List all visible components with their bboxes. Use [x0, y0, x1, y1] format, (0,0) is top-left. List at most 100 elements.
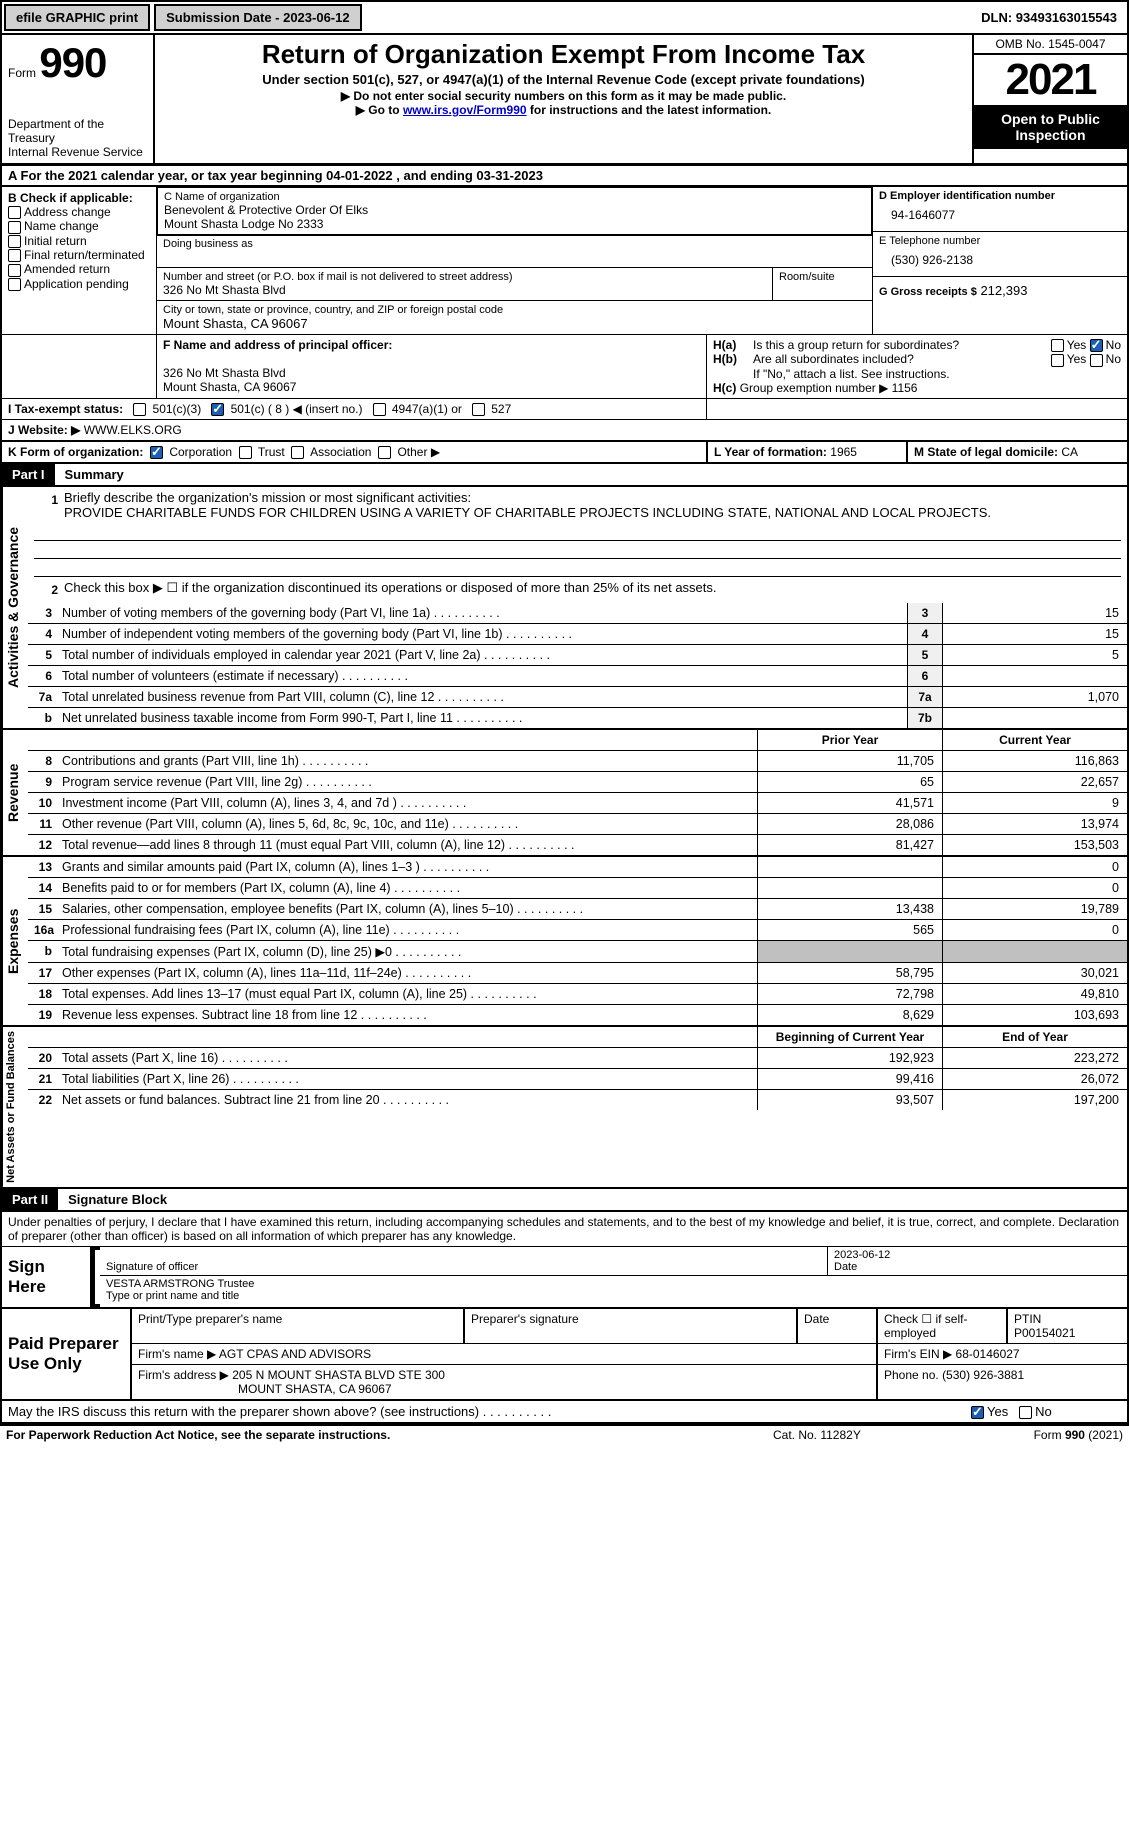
dept-irs: Internal Revenue Service	[8, 145, 147, 159]
mission-text: PROVIDE CHARITABLE FUNDS FOR CHILDREN US…	[64, 505, 1121, 520]
part2-header: Part II Signature Block	[0, 1189, 1129, 1212]
summary-line: 10 Investment income (Part VIII, column …	[28, 793, 1127, 814]
form-header: Form 990 Department of the Treasury Inte…	[0, 35, 1129, 165]
section-b-header: B Check if applicable:	[8, 191, 150, 205]
website-value: WWW.ELKS.ORG	[84, 423, 182, 437]
ptin-label: PTIN	[1014, 1312, 1121, 1326]
checkbox-ha-yes[interactable]	[1051, 339, 1064, 352]
print-name-label: Print/Type preparer's name	[132, 1309, 464, 1343]
dba-label: Doing business as	[163, 238, 866, 250]
irs-discuss-question: May the IRS discuss this return with the…	[8, 1404, 971, 1419]
col-begin-year: Beginning of Current Year	[757, 1027, 942, 1047]
summary-line: 21 Total liabilities (Part X, line 26) 9…	[28, 1069, 1127, 1090]
state-domicile: CA	[1061, 445, 1078, 459]
vert-label-net-assets: Net Assets or Fund Balances	[2, 1027, 28, 1187]
checkbox-4947[interactable]	[373, 403, 386, 416]
firm-ein: 68-0146027	[956, 1347, 1020, 1361]
form-number: 990	[39, 39, 106, 86]
street-address: 326 No Mt Shasta Blvd	[163, 283, 766, 297]
firm-addr2: MOUNT SHASTA, CA 96067	[138, 1382, 870, 1396]
city-state-zip: Mount Shasta, CA 96067	[163, 316, 866, 331]
checkbox-address-change[interactable]	[8, 206, 21, 219]
prep-sig-label: Preparer's signature	[464, 1309, 797, 1343]
mission-label: Briefly describe the organization's miss…	[64, 490, 1121, 505]
checkbox-501c3[interactable]	[133, 403, 146, 416]
summary-line: 11 Other revenue (Part VIII, column (A),…	[28, 814, 1127, 835]
perjury-statement: Under penalties of perjury, I declare th…	[0, 1212, 1129, 1247]
efile-print-button[interactable]: efile GRAPHIC print	[4, 4, 150, 31]
ein-label: D Employer identification number	[879, 190, 1121, 202]
checkbox-discuss-no[interactable]	[1019, 1406, 1032, 1419]
summary-line: 6 Total number of volunteers (estimate i…	[28, 666, 1127, 687]
vert-label-activities: Activities & Governance	[2, 487, 28, 728]
check-self-employed: Check ☐ if self-employed	[877, 1309, 1007, 1343]
summary-line: 3 Number of voting members of the govern…	[28, 603, 1127, 624]
ein-value: 94-1646077	[879, 202, 1121, 228]
website-row: J Website: ▶ WWW.ELKS.ORG	[0, 420, 1129, 442]
org-name-2: Mount Shasta Lodge No 2333	[164, 217, 865, 231]
checkbox-application-pending[interactable]	[8, 278, 21, 291]
sign-here-label: Sign Here	[2, 1247, 92, 1307]
summary-line: 14 Benefits paid to or for members (Part…	[28, 878, 1127, 899]
year-formation: 1965	[830, 445, 857, 459]
summary-line: 4 Number of independent voting members o…	[28, 624, 1127, 645]
checkbox-name-change[interactable]	[8, 221, 21, 234]
checkbox-trust[interactable]	[239, 446, 252, 459]
sig-officer-label: Signature of officer	[106, 1261, 821, 1273]
summary-line: 12 Total revenue—add lines 8 through 11 …	[28, 835, 1127, 855]
summary-line: 22 Net assets or fund balances. Subtract…	[28, 1090, 1127, 1110]
hc-label: Group exemption number ▶	[740, 381, 889, 395]
summary-line: 5 Total number of individuals employed i…	[28, 645, 1127, 666]
sig-date: 2023-06-12	[834, 1249, 1121, 1261]
entity-block: B Check if applicable: Address change Na…	[0, 187, 1129, 335]
gross-receipts-value: 212,393	[980, 283, 1027, 298]
vert-label-revenue: Revenue	[2, 730, 28, 855]
checkbox-amended[interactable]	[8, 264, 21, 277]
col-current-year: Current Year	[942, 730, 1127, 750]
officer-addr1: 326 No Mt Shasta Blvd	[163, 366, 700, 380]
checkbox-initial-return[interactable]	[8, 235, 21, 248]
checkbox-527[interactable]	[472, 403, 485, 416]
open-to-public: Open to Public Inspection	[974, 105, 1127, 149]
firm-phone: (530) 926-3881	[942, 1368, 1024, 1382]
line2-text: Check this box ▶ ☐ if the organization d…	[64, 580, 1121, 600]
name-title-label: Type or print name and title	[106, 1290, 1121, 1302]
checkbox-ha-no[interactable]	[1090, 339, 1103, 352]
checkbox-final-return[interactable]	[8, 249, 21, 262]
section-f-label: F Name and address of principal officer:	[163, 338, 700, 352]
section-a-tax-year: A For the 2021 calendar year, or tax yea…	[0, 165, 1129, 187]
col-end-year: End of Year	[942, 1027, 1127, 1047]
city-label: City or town, state or province, country…	[163, 304, 866, 316]
checkbox-corporation[interactable]	[150, 446, 163, 459]
checkbox-hb-yes[interactable]	[1051, 354, 1064, 367]
checkbox-discuss-yes[interactable]	[971, 1406, 984, 1419]
submission-date-label: Submission Date - 2023-06-12	[154, 4, 362, 31]
ha-question: Is this a group return for subordinates?	[753, 338, 1051, 352]
irs-link[interactable]: www.irs.gov/Form990	[403, 103, 527, 117]
checkbox-501c[interactable]	[211, 403, 224, 416]
date-label: Date	[797, 1309, 877, 1343]
hb-note: If "No," attach a list. See instructions…	[713, 367, 1121, 381]
principal-officer-row: F Name and address of principal officer:…	[0, 335, 1129, 399]
phone-value: (530) 926-2138	[879, 247, 1121, 273]
room-label: Room/suite	[779, 271, 866, 283]
checkbox-hb-no[interactable]	[1090, 354, 1103, 367]
officer-name: VESTA ARMSTRONG Trustee	[106, 1278, 1121, 1290]
summary-line: 8 Contributions and grants (Part VIII, l…	[28, 751, 1127, 772]
summary-line: 20 Total assets (Part X, line 16) 192,92…	[28, 1048, 1127, 1069]
omb-number: OMB No. 1545-0047	[974, 35, 1127, 55]
form-note1: ▶ Do not enter social security numbers o…	[159, 89, 968, 103]
form-note2: ▶ Go to www.irs.gov/Form990 for instruct…	[159, 103, 968, 117]
form-footer: Form 990 (2021)	[973, 1428, 1123, 1442]
vert-label-expenses: Expenses	[2, 857, 28, 1025]
ptin-value: P00154021	[1014, 1326, 1121, 1340]
tax-exempt-status-row: I Tax-exempt status: 501(c)(3) 501(c) ( …	[0, 399, 1129, 420]
checkbox-association[interactable]	[291, 446, 304, 459]
paperwork-notice: For Paperwork Reduction Act Notice, see …	[6, 1428, 773, 1442]
checkbox-other[interactable]	[378, 446, 391, 459]
hb-question: Are all subordinates included?	[753, 352, 1051, 366]
sig-date-label: Date	[834, 1261, 1121, 1273]
phone-label: E Telephone number	[879, 235, 1121, 247]
summary-line: 19 Revenue less expenses. Subtract line …	[28, 1005, 1127, 1025]
summary-line: b Total fundraising expenses (Part IX, c…	[28, 941, 1127, 963]
